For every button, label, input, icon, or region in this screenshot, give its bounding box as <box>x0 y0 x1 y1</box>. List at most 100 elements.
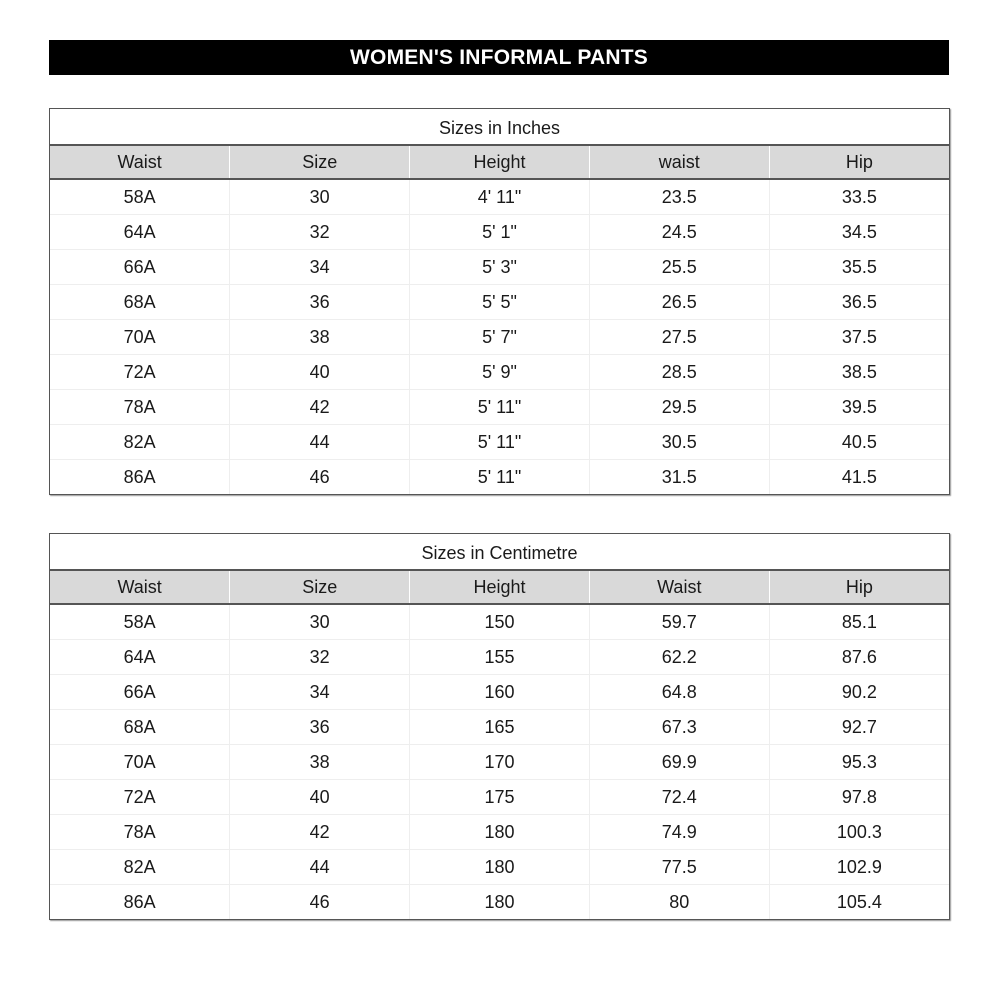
table-row: 68A 36 165 67.3 92.7 <box>50 709 949 745</box>
table-row: 64A 32 155 62.2 87.6 <box>50 639 949 675</box>
table-cell: 86A <box>50 884 231 919</box>
table-row: 68A 36 5' 5" 26.5 36.5 <box>50 284 949 320</box>
table-cell: 180 <box>409 884 590 919</box>
table-cell: 29.5 <box>589 389 770 425</box>
table-cell: 180 <box>409 849 590 885</box>
table-cell: 170 <box>409 744 590 780</box>
table-caption: Sizes in Centimetre <box>50 534 949 571</box>
table-cell: 31.5 <box>589 459 770 494</box>
table-cell: 85.1 <box>769 603 949 640</box>
table-cell: 70A <box>50 744 231 780</box>
table-cell: 27.5 <box>589 319 770 355</box>
table-cell: 62.2 <box>589 639 770 675</box>
table-row: 70A 38 5' 7" 27.5 37.5 <box>50 319 949 355</box>
table-cell: 24.5 <box>589 214 770 250</box>
column-header: Waist <box>50 146 231 179</box>
table-cell: 35.5 <box>769 249 949 285</box>
table-cell: 44 <box>229 849 411 885</box>
table-row: 78A 42 5' 11" 29.5 39.5 <box>50 389 949 425</box>
table-cell: 5' 5" <box>409 284 590 320</box>
table-cell: 42 <box>229 814 411 850</box>
table-row: 86A 46 5' 11" 31.5 41.5 <box>50 459 949 494</box>
table-cell: 39.5 <box>769 389 949 425</box>
table-cell: 77.5 <box>589 849 770 885</box>
table-cell: 86A <box>50 459 231 494</box>
table-cell: 105.4 <box>836 891 882 912</box>
table-cell: 72A <box>50 779 231 815</box>
table-cell: 66A <box>50 249 231 285</box>
table-cell: 37.5 <box>769 319 949 355</box>
table-cell: 68A <box>50 709 231 745</box>
table-cell: 69.9 <box>589 744 770 780</box>
page-title: WOMEN'S INFORMAL PANTS <box>49 40 949 75</box>
table-cell: 58A <box>50 178 231 215</box>
table-cell: 87.6 <box>769 639 949 675</box>
table-row: 64A 32 5' 1" 24.5 34.5 <box>50 214 949 250</box>
table-cell: 5' 3" <box>409 249 590 285</box>
table-cell: 165 <box>409 709 590 745</box>
table-cell: 34 <box>229 674 411 710</box>
table-cell: 46 <box>229 884 411 919</box>
table-cell: 40 <box>229 354 411 390</box>
table-cell: 5' 11" <box>409 389 590 425</box>
table-cell: 82A <box>50 424 231 460</box>
header-row: Waist Size Height Waist Hip <box>50 571 949 604</box>
column-header: Size <box>229 146 411 179</box>
column-header: Height <box>409 571 590 604</box>
table-caption: Sizes in Inches <box>50 109 949 146</box>
table-cell: 41.5 <box>841 466 877 487</box>
table-cell: 30 <box>229 178 411 215</box>
table-cell: 30.5 <box>589 424 770 460</box>
column-header: Size <box>229 571 411 604</box>
table-cell: 175 <box>409 779 590 815</box>
table-cell: 36 <box>229 709 411 745</box>
table-cell: 78A <box>50 814 231 850</box>
table-row: 86A 46 180 80 105.4 <box>50 884 949 919</box>
table-cell: 23.5 <box>589 178 770 215</box>
table-cell: 25.5 <box>589 249 770 285</box>
table-cell: 68A <box>50 284 231 320</box>
table-cell: 58A <box>50 603 231 640</box>
table-cell: 82A <box>50 849 231 885</box>
table-cell: 95.3 <box>769 744 949 780</box>
table-cell: 46 <box>229 459 411 494</box>
table-cell: 72.4 <box>589 779 770 815</box>
column-header: Height <box>409 146 590 179</box>
table-cell: 34.5 <box>769 214 949 250</box>
table-cell: 40.5 <box>769 424 949 460</box>
column-header: Waist <box>589 571 770 604</box>
table-cell: 38 <box>229 319 411 355</box>
size-table-grid: Waist Size Height waist Hip 58A 30 4' 11" 23.5 33… <box>50 146 949 494</box>
table-cell: 67.3 <box>589 709 770 745</box>
column-header: waist <box>589 146 770 179</box>
table-row: 72A 40 5' 9" 28.5 38.5 <box>50 354 949 390</box>
column-header: Waist <box>50 571 231 604</box>
table-cell: 92.7 <box>769 709 949 745</box>
table-cell: 80 <box>589 884 770 919</box>
table-cell: 180 <box>409 814 590 850</box>
table-cell: 64.8 <box>589 674 770 710</box>
table-cell: 97.8 <box>769 779 949 815</box>
table-row: 82A 44 5' 11" 30.5 40.5 <box>50 424 949 460</box>
table-row: 66A 34 160 64.8 90.2 <box>50 674 949 710</box>
header-row: Waist Size Height waist Hip <box>50 146 949 179</box>
table-row: 78A 42 180 74.9 100.3 <box>50 814 949 850</box>
table-row: 82A 44 180 77.5 102.9 <box>50 849 949 885</box>
table-cell: 72A <box>50 354 231 390</box>
table-row: 72A 40 175 72.4 97.8 <box>50 779 949 815</box>
table-cell: 32 <box>229 214 411 250</box>
table-cell: 38.5 <box>769 354 949 390</box>
table-cell: 5' 7" <box>409 319 590 355</box>
table-cell: 100.3 <box>769 814 949 850</box>
table-cell: 33.5 <box>769 178 949 215</box>
table-cell: 26.5 <box>589 284 770 320</box>
table-cell: 160 <box>409 674 590 710</box>
column-header: Hip <box>769 146 949 179</box>
table-cell: 32 <box>229 639 411 675</box>
table-cell: 70A <box>50 319 231 355</box>
table-cell: 155 <box>409 639 590 675</box>
table-cell: 64A <box>50 639 231 675</box>
table-cell: 64A <box>50 214 231 250</box>
table-cell: 28.5 <box>589 354 770 390</box>
table-cell: 42 <box>229 389 411 425</box>
